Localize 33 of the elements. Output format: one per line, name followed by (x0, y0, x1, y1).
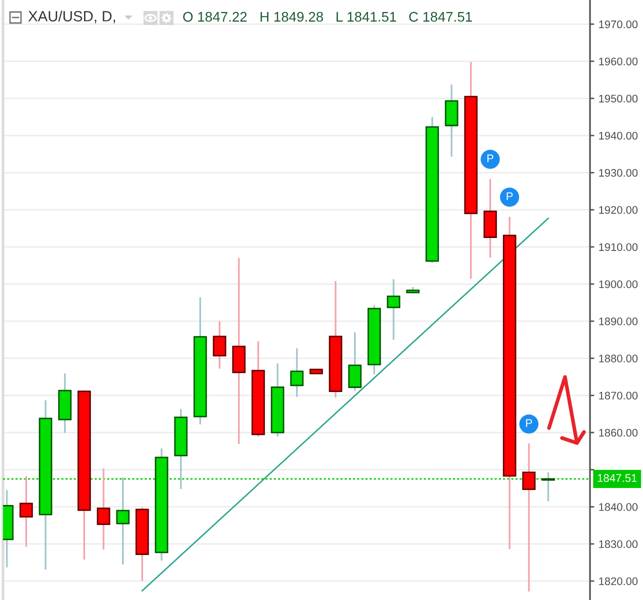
annotation: C 1847.51 (409, 12, 472, 22)
candlestick (290, 347, 304, 398)
y-tick-label: 1830.00 (599, 540, 638, 548)
y-tick-label: 1860.00 (599, 428, 638, 437)
candlestick (116, 476, 130, 566)
y-tick-label: 1910.00 (599, 243, 638, 251)
data-label: P (526, 419, 532, 427)
y-tick-label: 1920.00 (599, 206, 638, 214)
candlestick (542, 472, 555, 502)
candlestick (348, 331, 362, 392)
data-label: P (506, 192, 513, 200)
annotation: L 1841.51 (336, 12, 396, 22)
y-tick-label: 1840.00 (599, 503, 638, 511)
text: XAU/USD, D, (28, 10, 116, 24)
ref-line-label: 1847.51 (598, 474, 637, 482)
annotation: H 1849.28 (260, 12, 323, 22)
y-tick-label: 1820.00 (599, 577, 638, 586)
candlestick (96, 468, 110, 550)
y-tick-label: 1940.00 (599, 132, 638, 140)
candlestick (20, 475, 33, 548)
y-tick-label: 1950.00 (599, 94, 638, 102)
y-tick-label: 1970.00 (599, 20, 638, 28)
candlestick (212, 320, 226, 370)
y-tick-label: 1890.00 (599, 317, 638, 326)
candlestick (386, 278, 400, 341)
y-tick-label: 1870.00 (599, 392, 638, 400)
data-label: P (487, 154, 494, 162)
y-tick-label: 1880.00 (599, 354, 638, 362)
y-tick-label: 1960.00 (599, 58, 638, 66)
annotation: O 1847.22 (183, 12, 247, 22)
candlestick (522, 442, 536, 592)
y-tick-label: 1900.00 (599, 280, 638, 288)
y-tick-label: 1930.00 (599, 168, 638, 177)
